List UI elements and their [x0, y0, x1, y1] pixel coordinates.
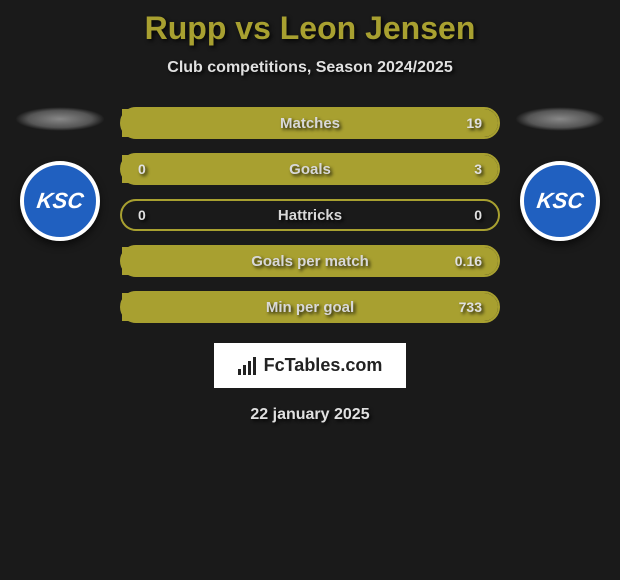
comparison-card: Rupp vs Leon Jensen Club competitions, S…	[0, 0, 620, 434]
badge-text-left: KSC	[35, 188, 85, 214]
stat-bar: Matches 19	[120, 107, 500, 139]
stat-value-right: 0.16	[455, 253, 482, 269]
stat-bar: Goals per match 0.16	[120, 245, 500, 277]
stat-value-right: 733	[459, 299, 482, 315]
subtitle: Club competitions, Season 2024/2025	[167, 59, 452, 77]
page-title: Rupp vs Leon Jensen	[145, 10, 476, 47]
chart-icon	[238, 357, 256, 375]
player-right: KSC	[510, 107, 610, 241]
main-content: KSC Matches 19 0 Goals 3 0 Hattricks 0 Goals per…	[0, 107, 620, 323]
stat-label: Hattricks	[278, 207, 342, 224]
footer-brand-text: FcTables.com	[264, 355, 383, 376]
date-label: 22 january 2025	[250, 406, 369, 424]
stat-label: Min per goal	[266, 299, 354, 316]
club-badge-right: KSC	[520, 161, 600, 241]
stat-value-left: 0	[138, 161, 146, 177]
stat-label: Goals	[289, 161, 331, 178]
stat-bar: 0 Goals 3	[120, 153, 500, 185]
stat-bar: Min per goal 733	[120, 291, 500, 323]
club-badge-left: KSC	[20, 161, 100, 241]
stat-label: Matches	[280, 115, 340, 132]
stat-label: Goals per match	[251, 253, 369, 270]
footer-brand-box: FcTables.com	[214, 343, 407, 388]
stats-column: Matches 19 0 Goals 3 0 Hattricks 0 Goals per mat…	[110, 107, 510, 323]
player-shadow-left	[15, 107, 105, 131]
stat-value-right: 0	[474, 207, 482, 223]
stat-value-left: 0	[138, 207, 146, 223]
stat-value-right: 3	[474, 161, 482, 177]
stat-bar: 0 Hattricks 0	[120, 199, 500, 231]
player-shadow-right	[515, 107, 605, 131]
badge-text-right: KSC	[535, 188, 585, 214]
stat-value-right: 19	[466, 115, 482, 131]
player-left: KSC	[10, 107, 110, 241]
